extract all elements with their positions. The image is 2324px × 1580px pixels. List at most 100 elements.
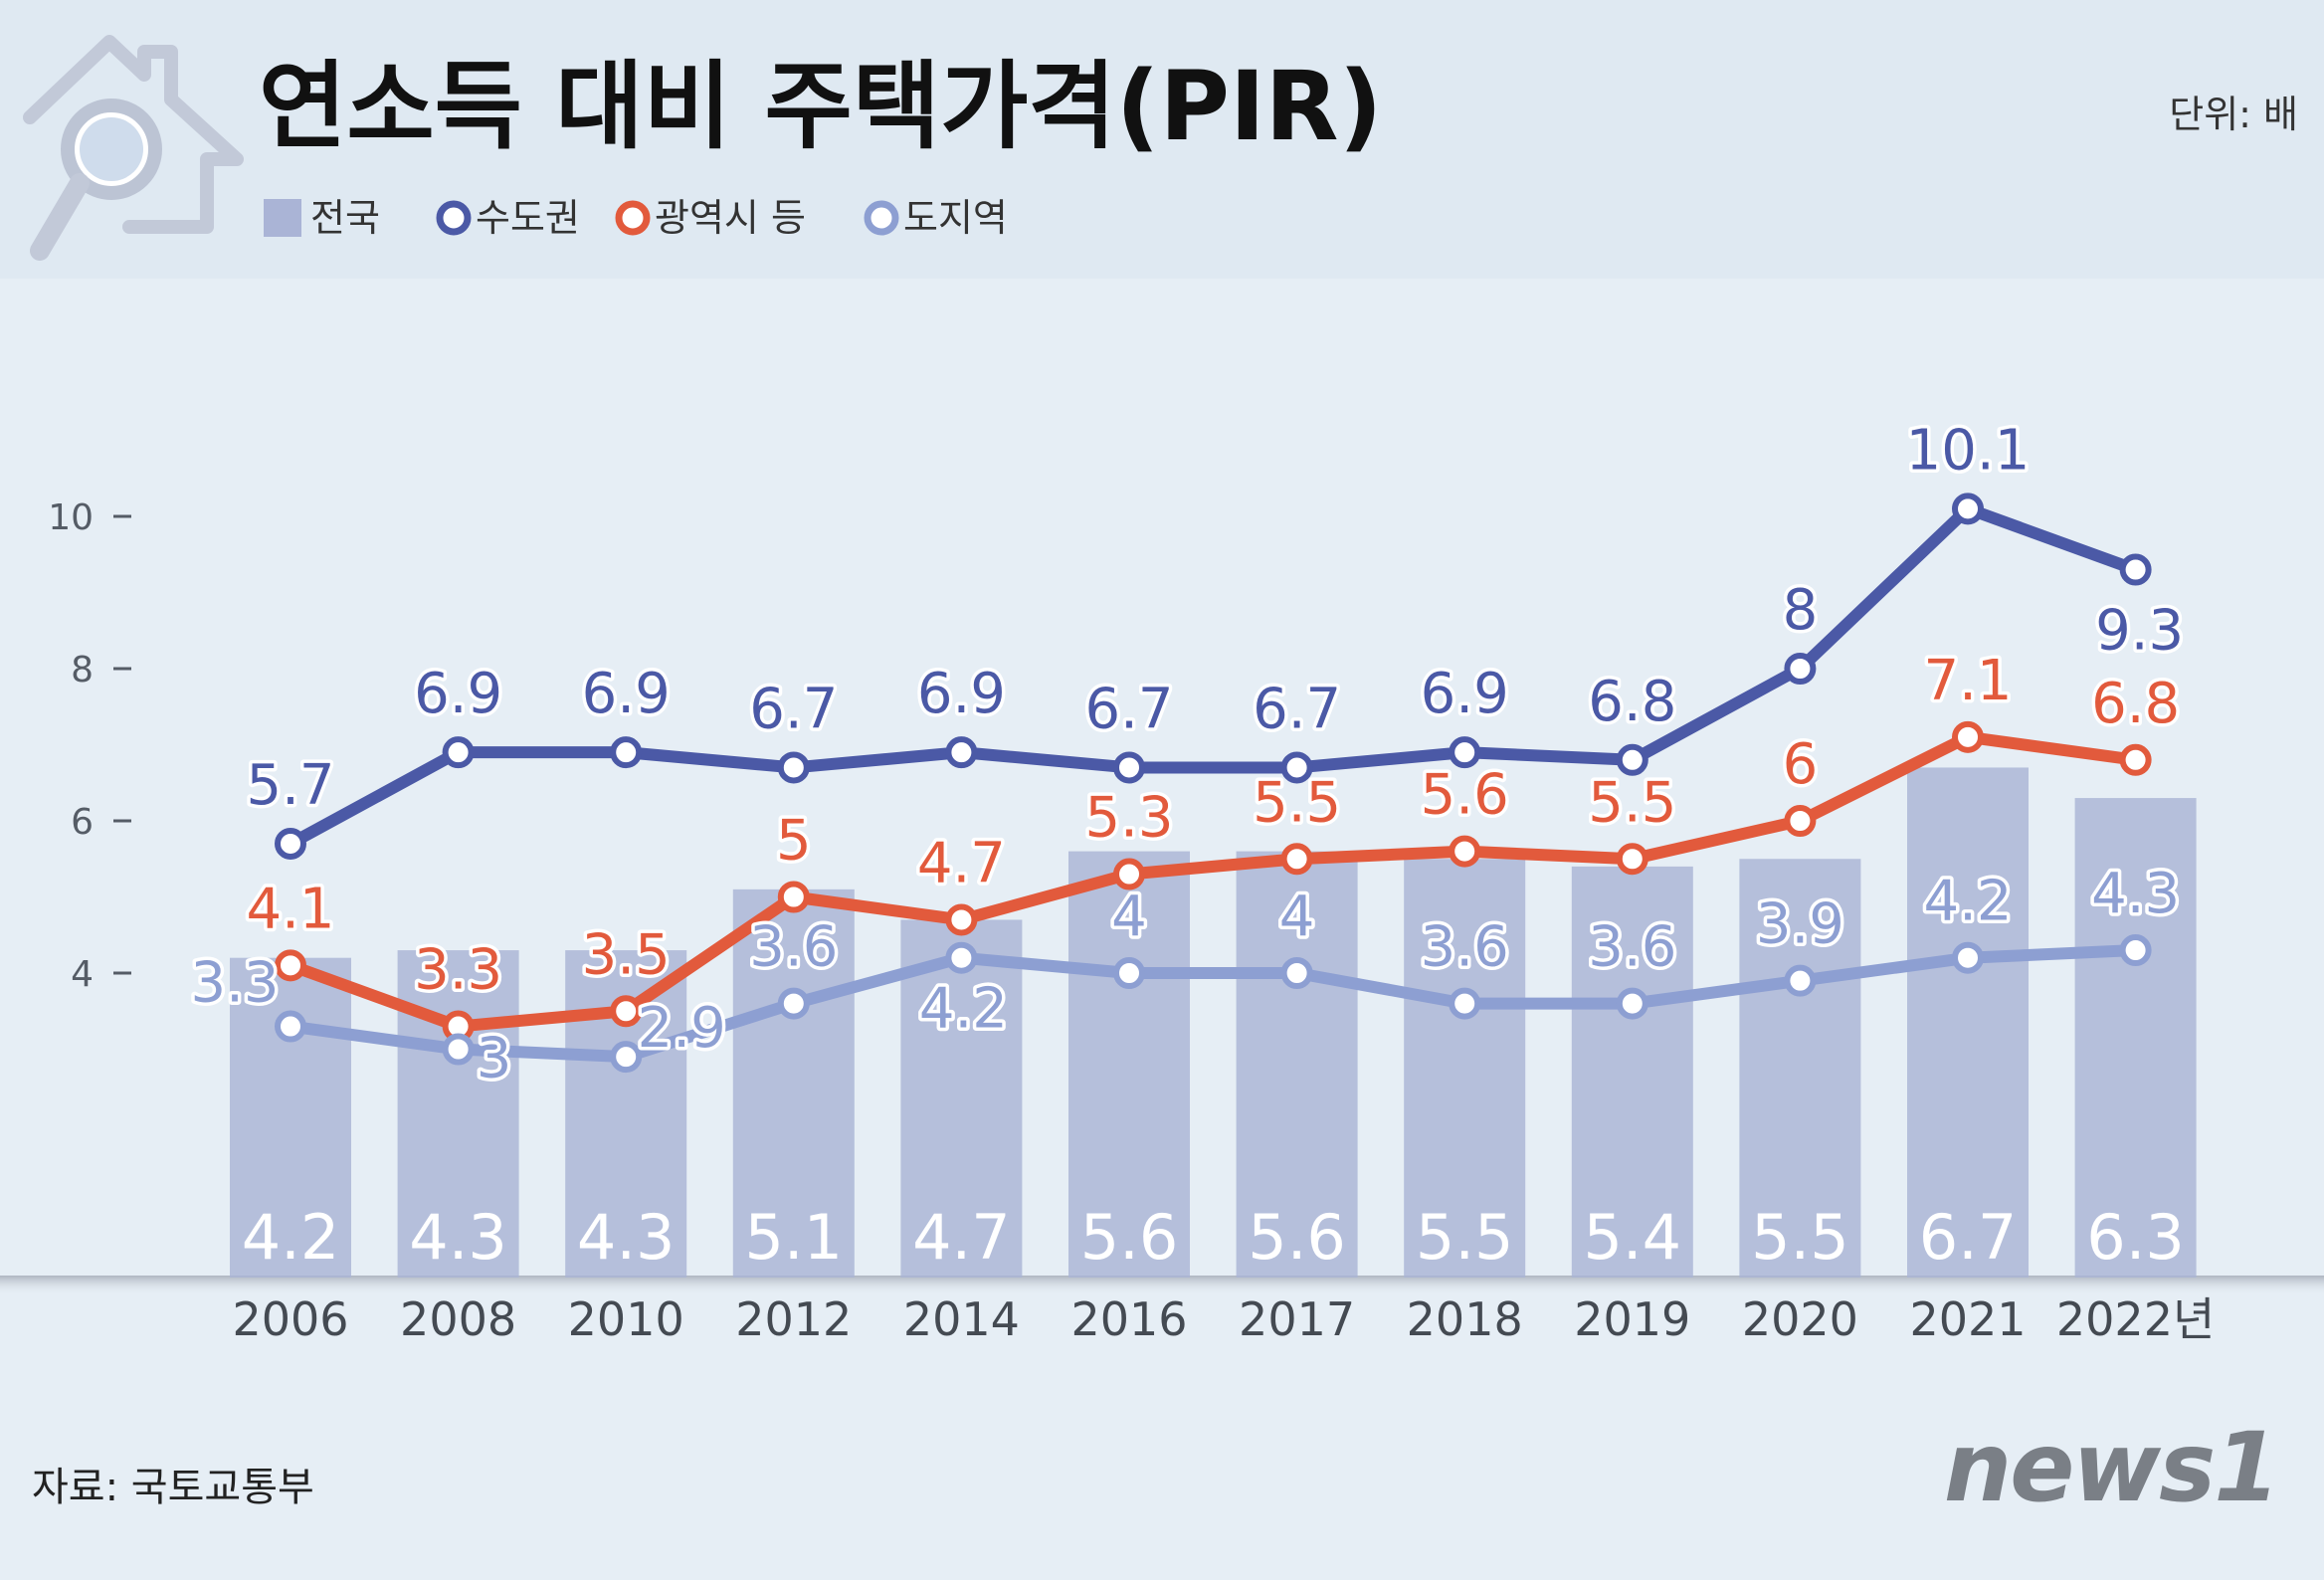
bar-value-label: 5.5 <box>1751 1201 1849 1274</box>
legend-label-national: 전국 <box>310 196 380 240</box>
bar <box>732 889 855 1278</box>
x-axis: 2006 2008 2010 2012 2014 2016 2017 2018 2019 2020… <box>232 1292 2215 1346</box>
line-value-label: 6.9 <box>1421 662 1509 726</box>
data-point <box>777 881 810 913</box>
data-point <box>1952 720 1984 753</box>
news1-logo: news1 <box>1944 1412 2280 1523</box>
line-value-label: 6.7 <box>1253 677 1341 741</box>
bar-value-label: 4.3 <box>409 1201 507 1274</box>
line-value-label: 10.1 <box>1906 418 2031 483</box>
bar <box>1068 851 1190 1278</box>
bar <box>1907 767 2029 1278</box>
bar <box>1739 859 1861 1278</box>
data-point <box>1113 751 1145 784</box>
line-value-label: 4.3 <box>2091 862 2180 926</box>
x-tick-label: 2022년 <box>2056 1292 2215 1346</box>
data-point <box>1784 964 1817 997</box>
line-value-label: 6.7 <box>749 677 838 741</box>
series-line <box>285 944 2142 1064</box>
line-value-label: 5.5 <box>1253 770 1341 835</box>
data-point <box>1784 653 1817 685</box>
data-point <box>945 903 978 936</box>
unit-label: 단위: 배 <box>2169 93 2298 136</box>
line-value-label: 8 <box>1783 578 1819 643</box>
bar-value-label: 4.2 <box>242 1201 340 1274</box>
x-tick-label: 2006 <box>232 1292 348 1346</box>
x-tick-label: 2016 <box>1070 1292 1187 1346</box>
logo-text: news1 <box>1944 1412 2278 1523</box>
line-value-label: 3.3 <box>414 938 502 1003</box>
bar-value-label: 6.7 <box>1919 1201 2018 1274</box>
line-value-label: 4.7 <box>917 831 1006 895</box>
line-value-label: 6.9 <box>414 662 502 726</box>
line-value-label: 5.6 <box>1421 763 1509 828</box>
x-tick-label: 2020 <box>1742 1292 1858 1346</box>
data-point <box>1952 941 1984 974</box>
data-point <box>1280 751 1313 784</box>
bar <box>1236 851 1358 1278</box>
data-point <box>275 949 306 982</box>
data-point <box>1616 743 1648 776</box>
line-value-label: 5.7 <box>246 753 334 818</box>
legend: 전국 수도권 광역시 등 도지역 <box>264 196 1008 240</box>
chart-title: 연소득 대비 주택가격(PIR) <box>259 51 1382 162</box>
data-point <box>442 1033 475 1066</box>
line-value-label: 3.9 <box>1756 892 1844 957</box>
bar-value-label: 4.3 <box>577 1201 676 1274</box>
series-line <box>285 502 2142 850</box>
data-point <box>1280 957 1313 989</box>
data-point <box>610 1041 643 1074</box>
line-value-label: 5.3 <box>1084 786 1173 851</box>
data-point <box>1280 843 1313 876</box>
line-markers <box>275 493 2152 1074</box>
bar-value-label: 5.6 <box>1080 1201 1179 1274</box>
data-point <box>1616 843 1648 876</box>
bar-value-label: 5.4 <box>1583 1201 1681 1274</box>
legend-label-capital: 수도권 <box>476 196 580 240</box>
line-value-label: 4 <box>1279 885 1315 949</box>
data-point <box>1113 957 1145 989</box>
data-point <box>1952 493 1984 525</box>
line-value-label: 5 <box>776 809 812 874</box>
line-value-label: 4 <box>1111 885 1147 949</box>
data-point <box>442 736 475 769</box>
x-tick-label: 2014 <box>903 1292 1020 1346</box>
y-tick-label: 8 <box>71 650 94 691</box>
bar-value-label: 6.3 <box>2086 1201 2185 1274</box>
y-tick-label: 6 <box>71 802 94 843</box>
data-point <box>275 827 306 860</box>
y-tick-label: 4 <box>71 954 94 995</box>
data-point <box>2119 743 2152 776</box>
legend-swatch-national <box>264 199 301 237</box>
x-tick-label: 2019 <box>1574 1292 1690 1346</box>
line-series <box>285 502 2142 1064</box>
data-point <box>610 995 643 1028</box>
line-value-label: 3.6 <box>1588 915 1676 980</box>
source-note: 자료: 국토교통부 <box>32 1465 314 1510</box>
data-point <box>2119 553 2152 586</box>
line-value-label: 6.8 <box>2091 672 2180 736</box>
bar-value-label: 5.5 <box>1416 1201 1514 1274</box>
line-value-label: 3.5 <box>582 922 671 987</box>
data-point <box>777 751 810 784</box>
data-point <box>777 987 810 1020</box>
legend-marker-province <box>864 200 899 236</box>
data-point <box>1449 736 1481 769</box>
line-value-label: 6 <box>1783 732 1819 797</box>
legend-label-province: 도지역 <box>903 196 1008 240</box>
header-band <box>0 0 2324 279</box>
line-value-label: 6.9 <box>582 662 671 726</box>
data-labels: 4.2 4.3 4.3 5.1 4.7 5.6 5.6 5.5 5.4 5.5 6.7 6.3 5.7 6… <box>187 415 2188 1274</box>
line-value-label: 5.5 <box>1588 770 1676 835</box>
bar <box>2074 798 2197 1278</box>
bar <box>900 919 1023 1278</box>
series-line <box>285 730 2142 1033</box>
bar-series-national <box>230 767 2197 1278</box>
line-value-label: 3.6 <box>1421 915 1509 980</box>
x-tick-label: 2010 <box>568 1292 684 1346</box>
data-point <box>945 941 978 974</box>
line-value-label: 9.3 <box>2095 599 2184 664</box>
data-point <box>1449 987 1481 1020</box>
x-tick-label: 2012 <box>735 1292 852 1346</box>
